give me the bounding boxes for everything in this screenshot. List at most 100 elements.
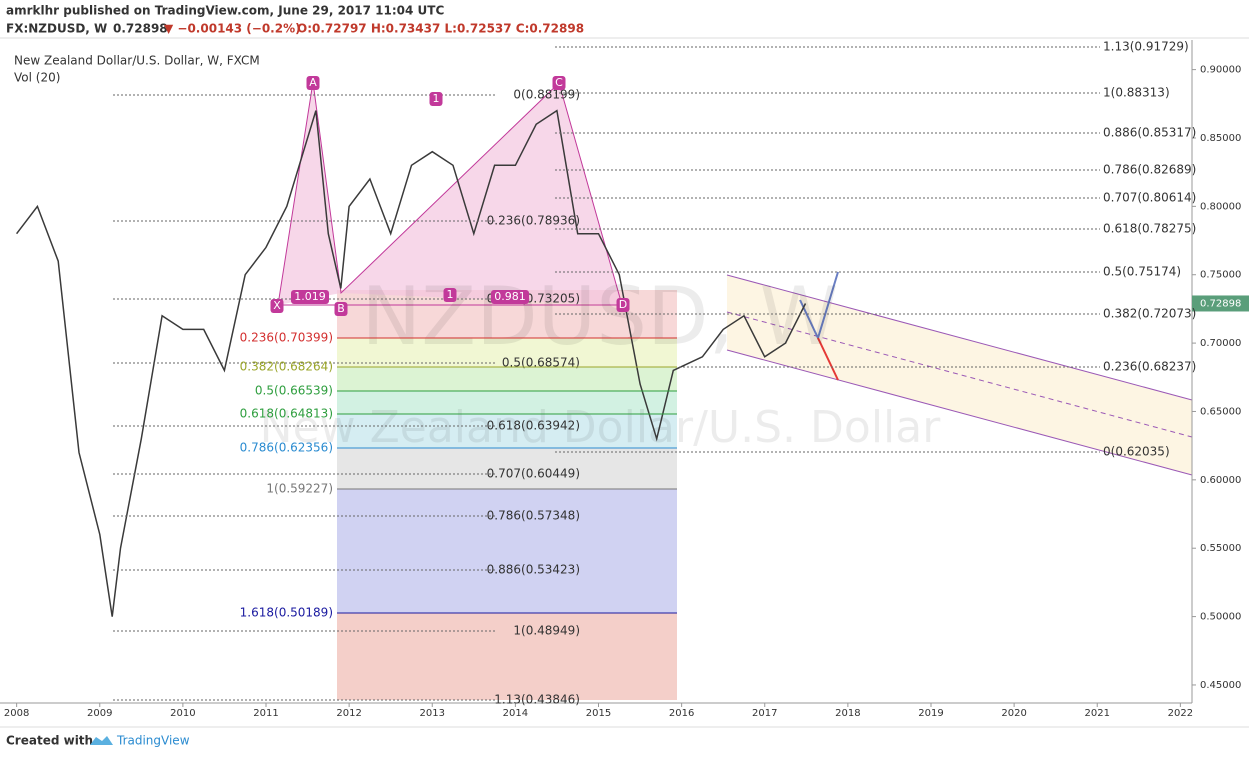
- x-tick-label: 2018: [835, 708, 860, 719]
- y-tick-label: 0.80000: [1200, 201, 1241, 212]
- last-price: 0.72898: [113, 22, 168, 36]
- watermark-sub: New Zealand Dollar/U.S. Dollar: [260, 402, 942, 453]
- x-tick-label: 2008: [4, 708, 29, 719]
- fib-right-label: 0.382(0.72073): [1103, 307, 1196, 321]
- y-tick-label: 0.60000: [1200, 475, 1241, 486]
- pattern-badge: [429, 92, 443, 106]
- pattern-label: C: [555, 76, 563, 89]
- fib-right-label: 0.707(0.80614): [1103, 191, 1196, 205]
- pattern-label: 0.981: [494, 290, 526, 303]
- volume-label: Vol (20): [14, 71, 60, 85]
- fib-left-label: 0.236(0.70399): [240, 331, 333, 345]
- price-tag-label: 0.72898: [1200, 298, 1241, 309]
- pattern-badge: [443, 288, 457, 302]
- harmonic-bcd: [341, 83, 622, 305]
- pattern-label: A: [309, 76, 317, 89]
- fib-mid-label: 0.786(0.57348): [487, 509, 580, 523]
- fib-right-label: 0(0.62035): [1103, 445, 1170, 459]
- zone: [337, 613, 677, 700]
- fib-right-label: 0.786(0.82689): [1103, 163, 1196, 177]
- change: ▼ −0.00143 (−0.2%): [164, 22, 301, 36]
- fib-right-label: 0.886(0.85317): [1103, 126, 1196, 140]
- x-tick-label: 2022: [1168, 708, 1193, 719]
- x-tick-label: 2015: [586, 708, 611, 719]
- channel-top: [726, 274, 1193, 401]
- byline: amrklhr published on TradingView.com, Ju…: [6, 4, 444, 18]
- y-tick-label: 0.75000: [1200, 270, 1241, 281]
- pattern-label: X: [273, 299, 281, 312]
- harmonic-outline: [277, 81, 623, 306]
- zone: [337, 338, 677, 367]
- pattern-label: 1: [447, 288, 454, 301]
- pattern-label: D: [619, 298, 627, 311]
- zone: [337, 448, 677, 489]
- ohlc: O:0.72797 H:0.73437 L:0.72537 C:0.72898: [297, 22, 584, 36]
- x-tick-label: 2013: [420, 708, 445, 719]
- pattern-label: 1.019: [294, 290, 326, 303]
- y-tick-label: 0.45000: [1200, 680, 1241, 691]
- footer-brand[interactable]: TradingView: [116, 734, 190, 748]
- fib-right-label: 0.5(0.75174): [1103, 265, 1181, 279]
- channel-bottom: [726, 349, 1193, 476]
- fib-left-label: 0.382(0.68264): [240, 360, 333, 374]
- fib-right-label: 1(0.88313): [1103, 86, 1170, 100]
- fib-mid-label: 1.13(0.43846): [494, 693, 580, 707]
- symbol: FX:NZDUSD, W: [6, 22, 107, 36]
- pattern-badge: [334, 302, 348, 316]
- fib-mid-label: 1(0.48949): [513, 624, 580, 638]
- fib-left-label: 1(0.59227): [266, 482, 333, 496]
- fib-left-label: 0.786(0.62356): [240, 441, 333, 455]
- x-tick-label: 2019: [918, 708, 943, 719]
- harmonic-xab: [278, 82, 341, 305]
- y-tick-label: 0.90000: [1200, 65, 1241, 76]
- price-line: [16, 109, 807, 617]
- footer-created: Created with: [6, 734, 93, 748]
- pattern-badge: [306, 76, 320, 90]
- pattern-badge: [291, 290, 329, 304]
- logo: [90, 736, 113, 745]
- fib-left-label: 1.618(0.50189): [240, 606, 333, 620]
- channel: [727, 275, 1192, 475]
- y-tick-label: 0.55000: [1200, 543, 1241, 554]
- x-tick-label: 2011: [253, 708, 278, 719]
- fib-mid-label: 0.618(0.63942): [487, 419, 580, 433]
- pattern-badge: [270, 299, 284, 313]
- fib-mid-label: 0.707(0.60449): [487, 467, 580, 481]
- fib-mid-label: 0.886(0.53423): [487, 563, 580, 577]
- x-tick-label: 2012: [336, 708, 361, 719]
- price-tag: [1192, 295, 1249, 312]
- fib-left-label: 0.618(0.64813): [240, 407, 333, 421]
- x-tick-label: 2017: [752, 708, 777, 719]
- chart-title: New Zealand Dollar/U.S. Dollar, W, FXCM: [14, 54, 260, 68]
- y-tick-label: 0.85000: [1200, 133, 1241, 144]
- pattern-badge: [491, 290, 529, 304]
- channel-lines: [277, 81, 1193, 476]
- pattern-badge: [552, 76, 566, 90]
- watermark: NZDUSD, W: [361, 270, 838, 363]
- x-tick-label: 2021: [1085, 708, 1110, 719]
- x-tick-label: 2016: [669, 708, 694, 719]
- pattern-badge: [616, 298, 630, 312]
- pattern-label: 1: [433, 92, 440, 105]
- x-tick-label: 2009: [87, 708, 112, 719]
- projection-down: [817, 337, 839, 381]
- fib-right-label: 1.13(0.91729): [1103, 40, 1189, 54]
- zone: [337, 367, 677, 391]
- fib-mid-label: 0.5(0.68574): [502, 356, 580, 370]
- y-tick-label: 0.50000: [1200, 612, 1241, 623]
- fib-left-label: 0.5(0.66539): [255, 384, 333, 398]
- x-tick-label: 2020: [1001, 708, 1026, 719]
- x-tick-label: 2010: [170, 708, 195, 719]
- y-tick-label: 0.70000: [1200, 338, 1241, 349]
- zone: [337, 414, 677, 448]
- pattern-label: B: [337, 302, 345, 315]
- fib-mid-label: 0(0.88199): [513, 88, 580, 102]
- x-tick-label: 2014: [503, 708, 528, 719]
- fib-right-label: 0.618(0.78275): [1103, 222, 1196, 236]
- zone: [337, 391, 677, 414]
- y-tick-label: 0.65000: [1200, 406, 1241, 417]
- fib-mid-label: 0.236(0.78936): [487, 214, 580, 228]
- fib-right-label: 0.236(0.68237): [1103, 360, 1196, 374]
- zone: [337, 489, 677, 613]
